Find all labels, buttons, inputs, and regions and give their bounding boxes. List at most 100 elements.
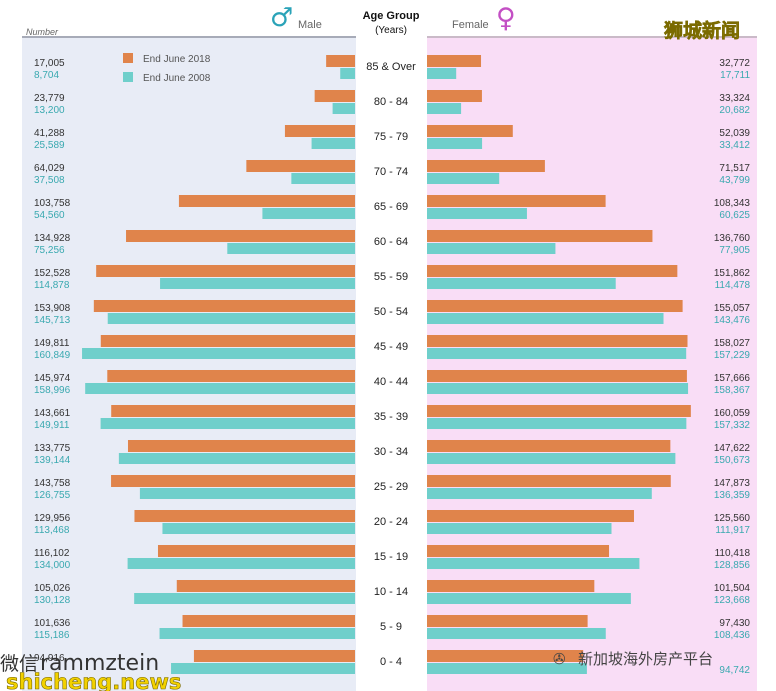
female-value-2008: 20,682 <box>719 105 750 116</box>
bar-male-2018 <box>96 265 355 277</box>
female-value-2018: 108,343 <box>714 198 751 209</box>
age-group-label: 65 - 69 <box>374 201 408 213</box>
bar-female-2018 <box>427 650 584 662</box>
female-value-2008: 143,476 <box>714 315 751 326</box>
bar-female-2018 <box>427 405 691 417</box>
bar-female-2018 <box>427 510 634 522</box>
male-symbol-icon: ♂ <box>270 3 293 33</box>
bar-male-2018 <box>326 55 355 67</box>
age-group-label: 80 - 84 <box>374 96 408 108</box>
male-value-2008: 158,996 <box>34 385 71 396</box>
watermark-rammztein: rammztein <box>40 651 159 676</box>
female-value-2008: 111,917 <box>715 525 750 536</box>
male-value-2018: 105,026 <box>34 583 71 594</box>
age-group-label: 20 - 24 <box>374 516 408 528</box>
male-label: Male <box>298 19 322 31</box>
female-value-2018: 158,027 <box>714 338 751 349</box>
bar-female-2008 <box>427 453 676 464</box>
female-value-2008: 123,668 <box>714 595 751 606</box>
bar-female-2018 <box>427 475 671 487</box>
bar-female-2018 <box>427 580 595 592</box>
bar-female-2008 <box>427 628 606 639</box>
female-value-2018: 151,862 <box>714 268 751 279</box>
bar-male-2018 <box>182 615 355 627</box>
bar-male-2018 <box>176 580 355 592</box>
female-value-2008: 60,625 <box>719 210 750 221</box>
male-value-2008: 134,000 <box>34 560 71 571</box>
bar-male-2018 <box>127 440 355 452</box>
bar-female-2018 <box>427 90 482 102</box>
age-group-label: 70 - 74 <box>374 166 408 178</box>
bar-female-2018 <box>427 440 671 452</box>
female-value-2018: 71,517 <box>719 163 750 174</box>
male-value-2008: 8,704 <box>34 70 59 81</box>
bar-male-2008 <box>162 523 355 534</box>
female-value-2018: 136,760 <box>714 233 751 244</box>
age-group-label: 15 - 19 <box>374 551 408 563</box>
legend-label-2018: End June 2018 <box>143 54 211 65</box>
bar-female-2008 <box>427 418 687 429</box>
bar-female-2008 <box>427 208 527 219</box>
bar-male-2018 <box>107 370 355 382</box>
bar-female-2018 <box>427 230 653 242</box>
female-value-2018: 110,418 <box>715 548 751 559</box>
male-value-2018: 143,758 <box>34 478 71 489</box>
watermark-wechat: 微信 <box>0 653 38 675</box>
watermark-bottom-right: 新加坡海外房产平台 <box>578 650 713 668</box>
male-value-2018: 41,288 <box>34 128 65 139</box>
male-value-2008: 37,508 <box>34 175 65 186</box>
bar-male-2008 <box>332 103 355 114</box>
bar-female-2008 <box>427 593 631 604</box>
bar-male-2018 <box>284 125 355 137</box>
female-value-2008: 157,332 <box>714 420 751 431</box>
legend-label-2008: End June 2008 <box>143 73 211 84</box>
female-value-2018: 33,324 <box>719 93 750 104</box>
bar-male-2018 <box>100 335 356 347</box>
bar-male-2018 <box>134 510 355 522</box>
female-value-2008: 33,412 <box>719 140 750 151</box>
male-value-2018: 116,102 <box>34 548 70 559</box>
bar-male-2018 <box>178 195 355 207</box>
bar-male-2008 <box>340 68 355 79</box>
bar-female-2018 <box>427 545 610 557</box>
bar-female-2008 <box>427 313 664 324</box>
bar-female-2008 <box>427 348 687 359</box>
male-value-2008: 115,186 <box>34 630 70 641</box>
age-group-label: 35 - 39 <box>374 411 408 423</box>
female-value-2018: 52,039 <box>719 128 750 139</box>
female-value-2018: 101,504 <box>714 583 751 594</box>
age-group-label: 10 - 14 <box>374 586 408 598</box>
age-group-label: 55 - 59 <box>374 271 408 283</box>
bar-female-2008 <box>427 103 462 114</box>
female-value-2018: 147,873 <box>714 478 751 489</box>
bar-male-2018 <box>126 230 355 242</box>
bar-female-2018 <box>427 335 688 347</box>
bar-female-2018 <box>427 160 545 172</box>
male-value-2018: 149,811 <box>34 338 70 349</box>
female-value-2008: 158,367 <box>714 385 751 396</box>
bar-female-2008 <box>427 558 640 569</box>
bar-male-2018 <box>111 405 355 417</box>
age-group-label: 5 - 9 <box>380 621 402 633</box>
male-value-2018: 153,908 <box>34 303 71 314</box>
male-value-2018: 101,636 <box>34 618 71 629</box>
age-group-label: 60 - 64 <box>374 236 408 248</box>
bar-male-2008 <box>82 348 355 359</box>
bar-male-2018 <box>157 545 355 557</box>
age-group-label: 75 - 79 <box>374 131 408 143</box>
male-value-2008: 126,755 <box>34 490 71 501</box>
male-value-2018: 103,758 <box>34 198 71 209</box>
bar-male-2008 <box>171 663 355 674</box>
bar-male-2008 <box>160 278 355 289</box>
bar-female-2008 <box>427 488 652 499</box>
bar-female-2018 <box>427 195 606 207</box>
bar-female-2008 <box>427 278 616 289</box>
age-group-label: 85 & Over <box>366 61 416 73</box>
age-group-label: 25 - 29 <box>374 481 408 493</box>
female-value-2018: 155,057 <box>714 303 751 314</box>
watermark-top-right: 狮城新闻 <box>664 19 740 42</box>
bar-male-2018 <box>246 160 355 172</box>
male-value-2018: 145,974 <box>34 373 71 384</box>
bar-male-2008 <box>159 628 355 639</box>
age-group-label: 50 - 54 <box>374 306 408 318</box>
